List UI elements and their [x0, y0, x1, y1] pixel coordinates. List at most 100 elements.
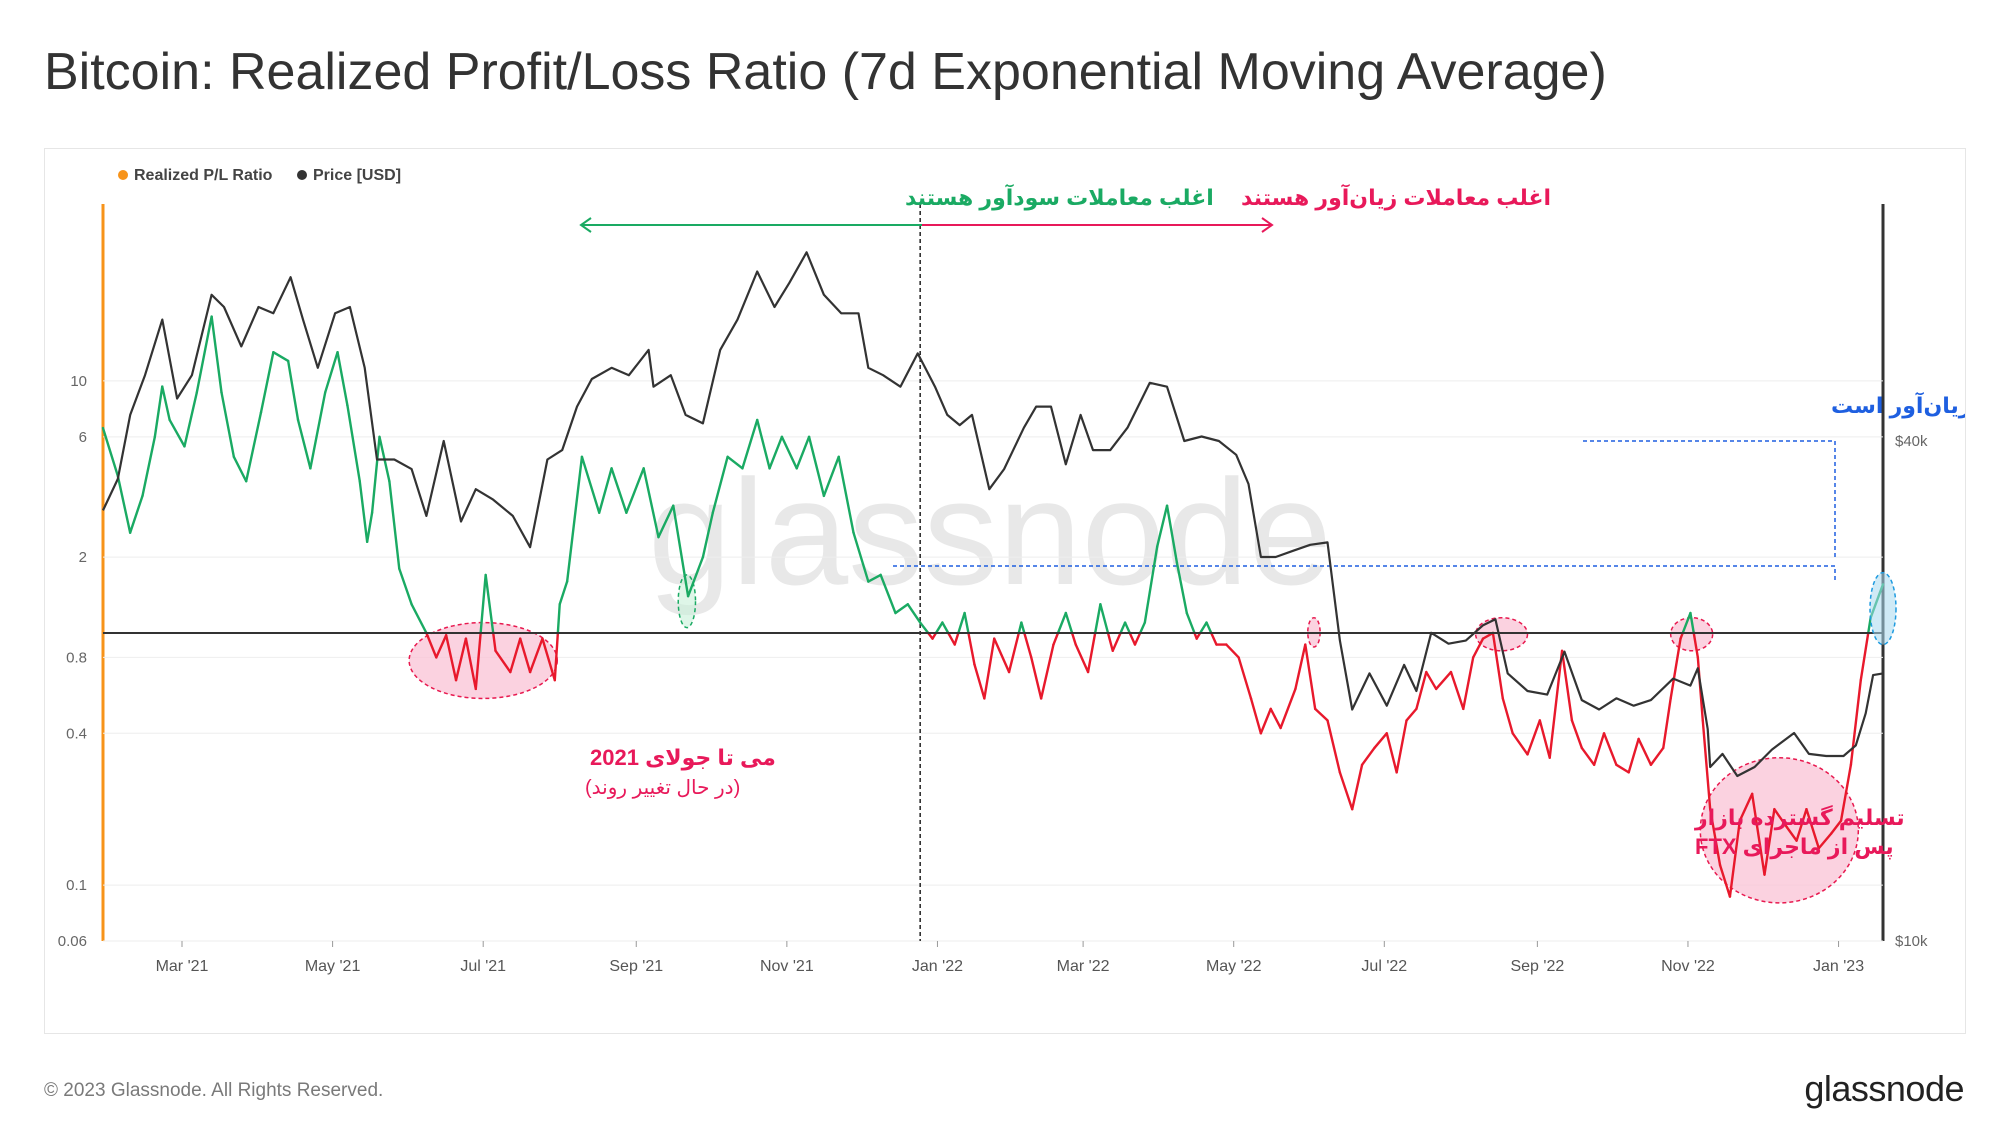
ratio-segment: [553, 631, 560, 682]
ratio-segment: [1560, 649, 1574, 722]
x-tick-label: Mar '22: [1057, 958, 1110, 975]
ratio-segment: [1526, 719, 1542, 756]
profit-arrowhead: [579, 217, 592, 233]
ratio-segment: [1111, 631, 1122, 652]
aug-2022-highlight: [1474, 616, 1529, 652]
ratio-segment: [1627, 737, 1640, 774]
ratio-segment: [398, 567, 413, 606]
ratio-note-leader-line: [1583, 440, 1836, 559]
ratio-segment: [1405, 707, 1418, 722]
ratio-segment: [168, 418, 186, 448]
ratio-segment: [1681, 611, 1692, 635]
x-tick-label: Jul '22: [1361, 958, 1407, 975]
ratio-segment: [484, 573, 495, 635]
ratio-segment: [1165, 504, 1179, 564]
ratio-segment: [967, 631, 976, 666]
ratio-segment: [1023, 631, 1033, 659]
ratio-segment: [425, 631, 438, 659]
ratio-segment: [1501, 697, 1514, 735]
legend-label-realized-pl[interactable]: Realized P/L Ratio: [134, 167, 273, 184]
ratio-segment: [957, 611, 966, 635]
y-tick-label: 6: [79, 429, 87, 446]
ftx-highlight: [1699, 756, 1860, 904]
ratio-segment: [410, 603, 428, 635]
ratio-segment: [642, 467, 660, 539]
ratio-segment: [528, 637, 544, 674]
nov-2022-highlight: [1669, 616, 1714, 652]
ratio-segment: [541, 637, 556, 682]
ratio-segment: [973, 663, 986, 700]
ratio-segment: [1119, 621, 1127, 635]
ratio-segment: [1070, 631, 1077, 646]
ratio-segment: [1538, 719, 1551, 759]
x-tick-label: May '21: [305, 958, 361, 975]
ratio-segment: [244, 411, 263, 483]
loss-regime-label: اغلب معاملات زیان‌آور هستند: [1241, 183, 1551, 211]
chart-svg: Realized P/L Ratio Price [USD] glassnode…: [58, 167, 1965, 975]
profit-regime-label: اغلب معاملات سودآور هستند: [905, 183, 1214, 211]
footer-logo[interactable]: glassnode: [1804, 1068, 1964, 1109]
ratio-segment: [336, 351, 349, 407]
ratio-segment: [309, 391, 327, 470]
ratio-segment: [1269, 707, 1282, 730]
ratio-segment: [837, 455, 855, 534]
ratio-segment: [1728, 819, 1742, 898]
may-july-label: می تا جولای 2021: [590, 745, 776, 771]
ratio-segment: [116, 474, 132, 534]
ratio-segment: [1385, 732, 1398, 774]
ratio-segment: [953, 631, 960, 646]
ratio-segment: [993, 637, 1011, 674]
ratio-segment: [934, 621, 944, 635]
ratio-segment: [1074, 643, 1090, 674]
ratio-segment: [195, 315, 213, 394]
ratio-segment: [509, 637, 522, 674]
ratio-segment: [232, 455, 248, 483]
ratio-segment: [1279, 687, 1297, 730]
ratio-segment: [906, 603, 922, 624]
ratio-segment: [1106, 631, 1114, 652]
ratio-segment: [701, 511, 714, 559]
ratio-segment: [296, 418, 312, 470]
page-title: Bitcoin: Realized Profit/Loss Ratio (7d …: [44, 43, 1607, 101]
legend-label-price[interactable]: Price [USD]: [313, 167, 401, 184]
ratio-segment: [1128, 631, 1137, 646]
ratio-segment: [1763, 807, 1776, 876]
ratio-segment: [983, 637, 996, 700]
ratio-segment: [1708, 807, 1722, 867]
ratio-segment: [1039, 643, 1055, 700]
ratio-segment: [358, 480, 369, 544]
ratio-segment: [1143, 545, 1159, 624]
ratio-segment: [1056, 611, 1068, 635]
ratio-segment: [556, 603, 561, 635]
ratio-segment: [1805, 807, 1821, 850]
ratio-segment: [686, 555, 705, 598]
ratio-segment: [807, 435, 826, 498]
ratio-segment: [657, 504, 675, 539]
ratio-segment: [1692, 631, 1700, 659]
x-tick-label: Mar '21: [156, 958, 209, 975]
price-line: [102, 251, 1884, 778]
x-tick-label: Sep '22: [1510, 958, 1564, 975]
ratio-segment: [1548, 649, 1564, 759]
ratio-segment: [454, 637, 468, 682]
profit-arrow: [579, 217, 922, 233]
ftx-label-line2: پس از ماجرای FTX: [1695, 834, 1894, 860]
ratio-segment: [1615, 763, 1630, 774]
ratio-segment: [1205, 621, 1213, 635]
ratio-segment: [492, 631, 497, 652]
ratio-segment: [1602, 732, 1618, 767]
x-tick-label: Nov '22: [1661, 958, 1715, 975]
ratio-segment: [822, 455, 840, 498]
y-tick-label: 2: [79, 549, 87, 566]
ratio-segment: [672, 504, 690, 598]
ratio-segment: [1580, 746, 1596, 767]
ratio-segment: [183, 391, 199, 448]
ratio-segment: [756, 418, 771, 470]
ratio-segment: [1471, 637, 1485, 659]
ratio-segment: [918, 621, 930, 635]
ratio-segment: [1030, 656, 1043, 700]
y-tick-label: 0.8: [66, 649, 87, 666]
ratio-segment: [1395, 719, 1408, 774]
ratio-segment: [565, 455, 584, 583]
watermark: glassnode: [648, 448, 1332, 616]
